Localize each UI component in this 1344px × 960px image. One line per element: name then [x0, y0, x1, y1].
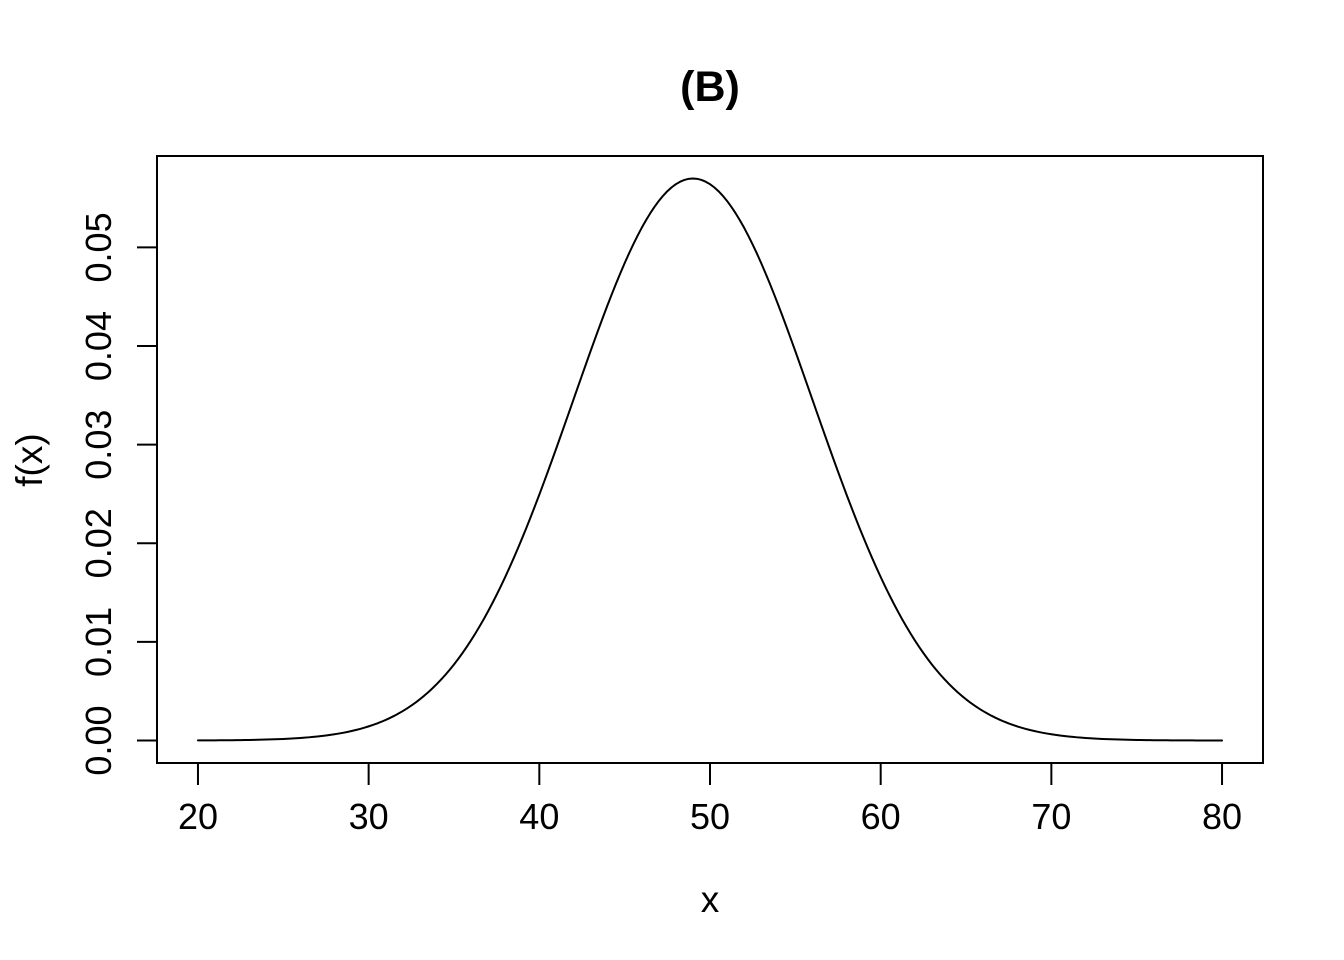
y-tick-label: 0.02 [78, 508, 119, 578]
x-axis: 20 30 40 50 60 70 80 [178, 763, 1242, 837]
y-axis: 0.00 0.01 0.02 0.03 0.04 0.05 [78, 212, 157, 776]
plot-frame [156, 155, 1264, 764]
plot-area [196, 177, 1224, 742]
chart-title: (B) [680, 63, 740, 111]
y-tick-label: 0.01 [78, 607, 119, 677]
x-tick-label: 40 [519, 796, 559, 837]
y-tick-label: 0.03 [78, 410, 119, 480]
x-axis-label: x [701, 879, 720, 920]
x-tick-label: 20 [178, 796, 218, 837]
y-axis-label: f(x) [9, 433, 50, 486]
y-tick-label: 0.00 [78, 705, 119, 775]
x-tick-label: 50 [690, 796, 730, 837]
y-tick-label: 0.04 [78, 311, 119, 381]
y-tick-label: 0.05 [78, 212, 119, 282]
x-tick-label: 30 [349, 796, 389, 837]
x-tick-label: 70 [1031, 796, 1071, 837]
density-curve [196, 177, 1224, 742]
x-tick-label: 60 [861, 796, 901, 837]
x-tick-label: 80 [1202, 796, 1242, 837]
